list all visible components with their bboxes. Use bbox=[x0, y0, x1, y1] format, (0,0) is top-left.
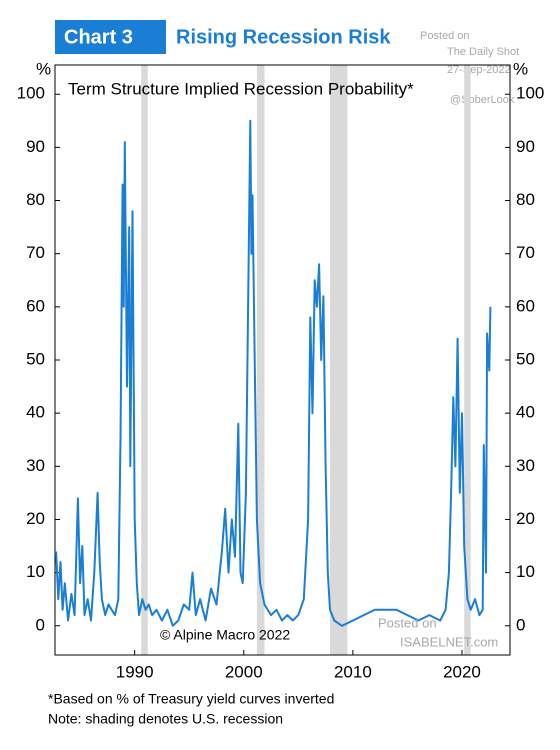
y-tick-label: 0 bbox=[36, 615, 45, 634]
y-tick-label: 30 bbox=[26, 456, 45, 475]
watermark: Posted on bbox=[420, 30, 470, 42]
y-tick-label: 100 bbox=[17, 84, 45, 103]
y-tick-label: 90 bbox=[516, 137, 535, 156]
source: © Alpine Macro 2022 bbox=[160, 627, 290, 643]
y-tick-label: 70 bbox=[516, 243, 535, 262]
x-tick-label: 1990 bbox=[116, 662, 154, 681]
y-tick-label: 10 bbox=[26, 562, 45, 581]
watermark: 27-Sep-2022 bbox=[447, 64, 511, 76]
y-tick-label: 20 bbox=[26, 509, 45, 528]
y-tick-label: 60 bbox=[26, 296, 45, 315]
y-tick-label: 80 bbox=[26, 190, 45, 209]
y-tick-label: 30 bbox=[516, 456, 535, 475]
watermark: ISABELNET.com bbox=[400, 634, 498, 649]
footnote: *Based on % of Treasury yield curves inv… bbox=[48, 691, 334, 707]
y-tick-label: 70 bbox=[26, 243, 45, 262]
x-tick-label: 2010 bbox=[334, 662, 372, 681]
y-tick-label: 100 bbox=[516, 84, 544, 103]
chart-title: Rising Recession Risk bbox=[176, 26, 391, 48]
watermark: The Daily Shot bbox=[447, 46, 519, 58]
y-tick-label: 60 bbox=[516, 296, 535, 315]
y-tick-label: 0 bbox=[516, 615, 525, 634]
x-tick-label: 2020 bbox=[443, 662, 481, 681]
y-unit: % bbox=[36, 59, 51, 78]
recession-band bbox=[464, 65, 471, 655]
plot-frame bbox=[54, 64, 511, 656]
y-tick-label: 20 bbox=[516, 509, 535, 528]
recession-band bbox=[329, 65, 348, 655]
y-tick-label: 90 bbox=[26, 137, 45, 156]
y-tick-label: 10 bbox=[516, 562, 535, 581]
y-tick-label: 50 bbox=[516, 349, 535, 368]
chart-subtitle: Term Structure Implied Recession Probabi… bbox=[68, 79, 414, 98]
y-unit: % bbox=[513, 59, 528, 78]
watermark: Posted on bbox=[378, 615, 437, 630]
y-tick-label: 80 bbox=[516, 190, 535, 209]
y-tick-label: 40 bbox=[516, 403, 535, 422]
x-tick-label: 2000 bbox=[225, 662, 263, 681]
footnote: Note: shading denotes U.S. recession bbox=[48, 711, 283, 727]
line-series bbox=[55, 119, 492, 627]
chart-label: Chart 3 bbox=[64, 26, 133, 48]
recession-band bbox=[141, 65, 148, 655]
recession-band bbox=[256, 65, 265, 655]
label-box bbox=[55, 20, 166, 54]
y-tick-label: 50 bbox=[26, 349, 45, 368]
y-tick-label: 40 bbox=[26, 403, 45, 422]
watermark: @SoberLook bbox=[450, 94, 515, 106]
